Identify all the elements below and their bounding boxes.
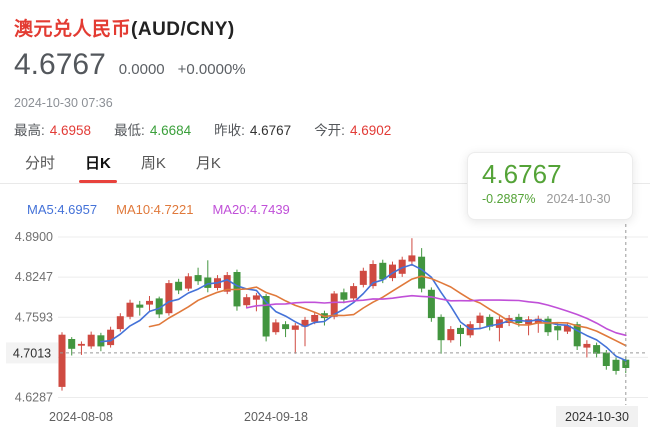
x-axis-tick-label: 2024-09-18 [244, 410, 308, 424]
y-axis-tick-label: 4.6287 [15, 391, 53, 405]
candle-body [165, 283, 173, 314]
candle-body [486, 316, 494, 327]
ma-line-10 [148, 275, 627, 347]
candle-body [418, 256, 426, 289]
tooltip-price: 4.6767 [482, 159, 562, 189]
candle-body [77, 343, 85, 346]
candle-body [87, 334, 95, 347]
crosshair-date-label-box [556, 406, 638, 427]
candle-body [107, 329, 115, 346]
stat-prev-close-label: 昨收: [214, 123, 245, 138]
tab-monthly-k[interactable]: 月K [195, 155, 221, 172]
y-axis-tick-label: 4.8900 [15, 230, 53, 244]
candle-body [408, 255, 416, 262]
candle-body [340, 292, 348, 300]
crosshair-tooltip: 4.6767 -0.2887% 2024-10-30 [467, 152, 633, 220]
current-price: 4.6767 [14, 48, 106, 81]
stat-low: 最低: 4.6684 [114, 119, 191, 139]
stat-high-value: 4.6958 [49, 123, 92, 138]
candle-body [282, 324, 290, 330]
candle-body [146, 300, 153, 305]
candle-body [350, 286, 358, 299]
instrument-symbol: (AUD/CNY) [131, 19, 235, 40]
candle-body [68, 339, 76, 349]
ma-line-5 [100, 263, 627, 362]
tab-minute[interactable]: 分时 [25, 155, 56, 172]
tab-daily-k[interactable]: 日K [79, 147, 117, 183]
candle-body [184, 276, 192, 289]
stat-open-label: 今开: [314, 123, 345, 138]
tab-weekly-k[interactable]: 周K [140, 155, 166, 172]
candle-body [262, 296, 270, 337]
candle-body [359, 270, 367, 285]
candle-body [272, 322, 280, 333]
stat-open: 今开: 4.6902 [314, 119, 391, 139]
candle-body [554, 326, 562, 331]
x-axis-tick-label: 2024-08-08 [49, 410, 113, 424]
quote-timestamp: 2024-10-30 07:36 [14, 96, 113, 110]
candle-body [593, 345, 601, 354]
candle-body [204, 277, 212, 288]
candle-body [97, 335, 105, 347]
stat-low-value: 4.6684 [149, 123, 192, 138]
candle-body [457, 327, 464, 334]
ma-legend: MA5:4.6957 MA10:4.7221 MA20:4.7439 [27, 202, 290, 217]
candle-body [223, 275, 231, 292]
price-change: 0.0000 [118, 61, 165, 78]
ma20-legend: MA20:4.7439 [212, 202, 290, 217]
ma5-legend: MA5:4.6957 [27, 202, 98, 217]
ma-line-20 [245, 294, 627, 337]
candle-body [544, 318, 552, 333]
price-row: 4.6767 0.0000 +0.0000% [14, 48, 246, 82]
candlestick-chart[interactable]: 4.8900 4.8247 4.7593 4.6287 4.7013 2024-08-08… [0, 222, 650, 438]
candle-body [534, 318, 542, 323]
candle-body [58, 334, 66, 387]
candle-body [476, 315, 484, 323]
candle-body [194, 275, 202, 282]
y-axis-tick-label: 4.8247 [15, 270, 53, 284]
period-tab-bar: 分时 日K 周K 月K [0, 147, 650, 184]
candle-body [612, 359, 620, 371]
stat-high-label: 最高: [14, 123, 45, 138]
candle-body [563, 325, 571, 332]
price-change-percent: +0.0000% [177, 61, 246, 78]
candle-body [379, 262, 387, 280]
stat-open-value: 4.6902 [349, 123, 392, 138]
candle-body [243, 297, 251, 306]
stat-low-label: 最低: [114, 123, 145, 138]
candle-body [175, 281, 183, 291]
candle-body [427, 289, 435, 319]
candle-body [155, 298, 163, 315]
crosshair-price-label: 4.7013 [13, 346, 51, 360]
crosshair-price-label-box [6, 342, 58, 364]
candle-body [602, 352, 610, 366]
candle-body [291, 325, 299, 330]
candle-body [398, 259, 406, 274]
stat-high: 最高: 4.6958 [14, 119, 91, 139]
candle-body [437, 316, 445, 341]
candle-body [301, 319, 309, 327]
stat-prev-close-value: 4.6767 [249, 123, 292, 138]
instrument-name-cn: 澳元兑人民币 [14, 19, 132, 40]
candle-body [252, 295, 260, 300]
tooltip-change-percent: -0.2887% [482, 192, 536, 206]
candle-body [573, 324, 581, 347]
candle-body [311, 315, 319, 322]
stat-prev-close: 昨收: 4.6767 [214, 119, 291, 139]
candle-body [447, 329, 455, 341]
candle-body [330, 293, 338, 317]
ma10-legend: MA10:4.7221 [116, 202, 194, 217]
candle-body [369, 264, 377, 287]
y-axis-tick-label: 4.7593 [15, 310, 53, 324]
tooltip-date: 2024-10-30 [546, 192, 611, 206]
candle-body [116, 316, 124, 330]
candle-body [126, 302, 134, 317]
candle-body [136, 304, 144, 308]
candle-body [583, 343, 591, 348]
x-axis-tick-label: 2024-10-30 [565, 410, 629, 424]
candle-body [389, 264, 396, 279]
page-title: 澳元兑人民币(AUD/CNY) [14, 14, 235, 41]
stats-row: 最高: 4.6958 最低: 4.6684 昨收: 4.6767 今开: 4.6902 [14, 119, 391, 139]
